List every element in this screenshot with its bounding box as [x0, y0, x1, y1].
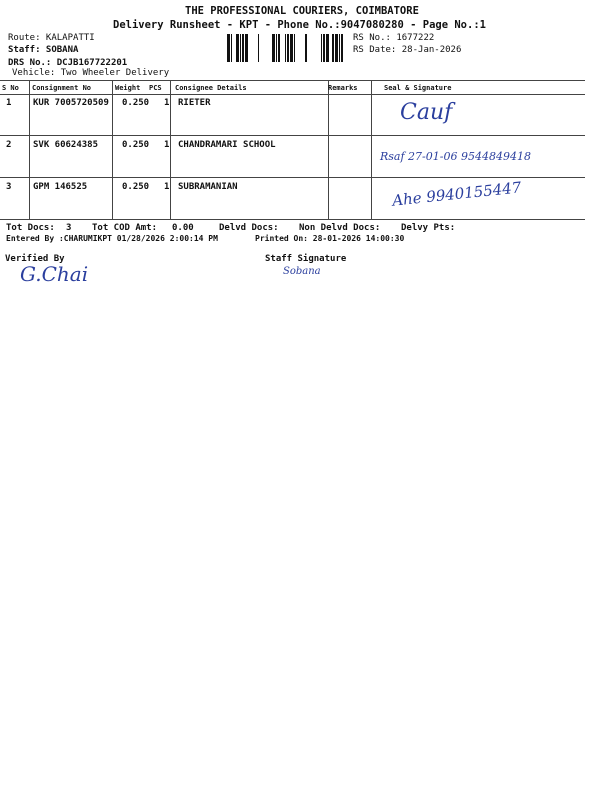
barcode-bar: [276, 34, 277, 62]
barcode-bar: [278, 34, 280, 62]
col-consignment: Consignment No: [32, 84, 92, 92]
row-pcs: 1: [164, 140, 170, 150]
route: Route: KALAPATTI: [8, 33, 95, 43]
rs-no: RS No.: 1677222: [353, 33, 435, 43]
col-divider: [170, 81, 171, 219]
recipient-signature: Rsaf 27-01-06 9544849418: [380, 150, 531, 163]
table-divider: [0, 135, 585, 136]
non-delvd-docs-label: Non Delvd Docs:: [299, 223, 381, 233]
barcode-bar: [272, 34, 275, 62]
col-remarks: Remarks: [328, 84, 358, 92]
barcode-bar: [287, 34, 289, 62]
barcode-bar: [227, 34, 230, 62]
entered-by: Entered By :CHARUMIKPT 01/28/2026 2:00:1…: [6, 234, 218, 243]
tot-docs-label: Tot Docs:: [6, 223, 55, 233]
row-consignment: KUR 7005720509: [33, 98, 109, 108]
delvd-docs-label: Delvd Docs:: [219, 223, 279, 233]
row-sno: 2: [6, 140, 12, 150]
barcode-bar: [245, 34, 248, 62]
runsheet-subtitle: Delivery Runsheet - KPT - Phone No.:9047…: [113, 19, 486, 31]
barcode-bar: [258, 34, 259, 62]
col-divider: [328, 81, 329, 219]
vehicle: Vehicle: Two Wheeler Delivery: [12, 68, 170, 78]
tot-cod-label: Tot COD Amt:: [92, 223, 158, 233]
row-consignment: GPM 146525: [33, 182, 88, 192]
barcode-bar: [305, 34, 307, 62]
tot-docs: 3: [66, 223, 72, 233]
company-title: THE PROFESSIONAL COURIERS, COIMBATORE: [185, 5, 419, 17]
barcode-bar: [339, 34, 340, 62]
barcode-bar: [323, 34, 325, 62]
row-consignee: SUBRAMANIAN: [178, 182, 238, 192]
col-sno: S No: [2, 84, 19, 92]
barcode-bar: [242, 34, 244, 62]
barcode-bar: [321, 34, 322, 62]
table-divider: [0, 177, 585, 178]
staff-signature-label: Staff Signature: [265, 254, 347, 264]
table-divider: [0, 94, 585, 95]
barcode-bar: [231, 34, 232, 62]
row-consignment: SVK 60624385: [33, 140, 99, 150]
barcode: [227, 34, 343, 62]
printed-on: Printed On: 28-01-2026 14:00:30: [255, 234, 405, 243]
verifier-signature: G.Chai: [20, 262, 89, 286]
tot-cod: 0.00: [172, 223, 194, 233]
barcode-bar: [240, 34, 241, 62]
row-consignee: CHANDRAMARI SCHOOL: [178, 140, 276, 150]
barcode-bar: [335, 34, 338, 62]
col-divider: [112, 81, 113, 219]
staff-signature: Sobana: [283, 266, 321, 277]
barcode-bar: [290, 34, 293, 62]
barcode-bar: [285, 34, 286, 62]
row-sno: 1: [6, 98, 12, 108]
verified-by-label: Verified By: [5, 254, 65, 264]
col-divider: [29, 81, 30, 219]
table-divider: [0, 219, 585, 220]
col-pcs: PCS: [149, 84, 162, 92]
row-pcs: 1: [164, 98, 170, 108]
row-weight: 0.250: [122, 98, 150, 108]
barcode-bar: [294, 34, 295, 62]
table-border: [0, 80, 585, 81]
col-divider: [371, 81, 372, 219]
row-consignee: RIETER: [178, 98, 211, 108]
col-seal-signature: Seal & Signature: [384, 84, 452, 92]
barcode-bar: [341, 34, 343, 62]
barcode-bar: [332, 34, 334, 62]
barcode-bar: [236, 34, 239, 62]
row-weight: 0.250: [122, 140, 150, 150]
drs-no: DRS No.: DCJB167722201: [8, 58, 128, 68]
recipient-signature: Cauf: [400, 100, 453, 125]
col-weight: Weight: [115, 84, 141, 92]
row-sno: 3: [6, 182, 12, 192]
recipient-signature: Ahe 9940155447: [391, 178, 523, 210]
row-weight: 0.250: [122, 182, 150, 192]
rs-date: RS Date: 28-Jan-2026: [353, 45, 462, 55]
delvy-pts-label: Delvy Pts:: [401, 223, 456, 233]
barcode-bar: [326, 34, 329, 62]
col-consignee: Consignee Details: [175, 84, 247, 92]
row-pcs: 1: [164, 182, 170, 192]
staff: Staff: SOBANA: [8, 45, 79, 55]
